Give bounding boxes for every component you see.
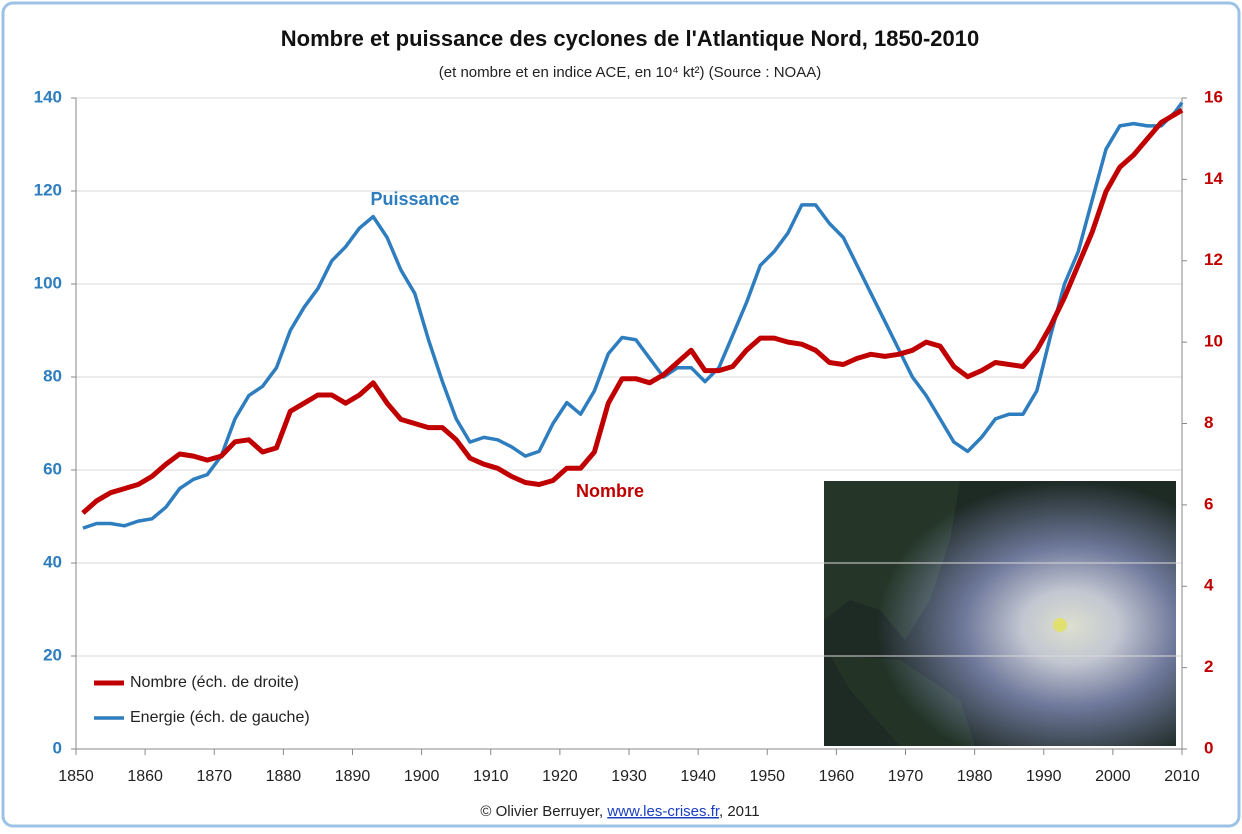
x-tick-label: 1870 [196, 768, 232, 785]
x-tick-label: 1890 [335, 768, 371, 785]
footer-link[interactable]: www.les-crises.fr [606, 803, 720, 820]
annotation: Nombre [576, 481, 644, 501]
x-tick-label: 1940 [680, 768, 716, 785]
x-tick-label: 1970 [888, 768, 924, 785]
x-tick-label: 1880 [266, 768, 302, 785]
y-tick-label: 0 [53, 738, 62, 757]
y2-tick-label: 14 [1204, 169, 1223, 188]
y-tick-label: 40 [43, 552, 62, 571]
x-tick-label: 1910 [473, 768, 509, 785]
x-tick-label: 1990 [1026, 768, 1062, 785]
chart-subtitle: (et nombre et en indice ACE, en 10⁴ kt²)… [439, 64, 821, 81]
photo [824, 481, 1176, 746]
y2-tick-label: 0 [1204, 738, 1213, 757]
y2-tick-label: 8 [1204, 413, 1213, 432]
y-tick-label: 20 [43, 645, 62, 664]
x-tick-label: 1980 [957, 768, 993, 785]
y2-tick-label: 12 [1204, 250, 1223, 269]
footer-suffix: , 2011 [719, 803, 760, 820]
annotation: Puissance [370, 189, 459, 209]
y2-tick-label: 2 [1204, 657, 1213, 676]
legend-label: Energie (éch. de gauche) [130, 709, 310, 726]
y-tick-label: 120 [34, 180, 62, 199]
x-tick-label: 1930 [611, 768, 647, 785]
y2-tick-label: 10 [1204, 332, 1223, 351]
y2-tick-label: 6 [1204, 494, 1213, 513]
y-tick-label: 80 [43, 366, 62, 385]
y2-tick-label: 16 [1204, 87, 1223, 106]
x-tick-label: 1950 [749, 768, 785, 785]
footer: © Olivier Berruyer, www.les-crises.fr, 2… [480, 803, 759, 820]
y-tick-label: 140 [34, 87, 62, 106]
x-tick-label: 2000 [1095, 768, 1131, 785]
chart-title: Nombre et puissance des cyclones de l'At… [281, 26, 979, 51]
y2-tick-label: 4 [1204, 576, 1214, 595]
x-tick-label: 2010 [1164, 768, 1200, 785]
footer-prefix: © Olivier Berruyer, [480, 803, 607, 820]
x-tick-label: 1960 [819, 768, 855, 785]
x-tick-label: 1920 [542, 768, 578, 785]
x-tick-label: 1850 [58, 768, 94, 785]
y-tick-label: 100 [34, 273, 62, 292]
chart: Nombre et puissance des cyclones de l'At… [0, 0, 1242, 829]
x-tick-label: 1860 [127, 768, 163, 785]
y-tick-label: 60 [43, 459, 62, 478]
x-tick-label: 1900 [404, 768, 440, 785]
legend-label: Nombre (éch. de droite) [130, 674, 299, 691]
